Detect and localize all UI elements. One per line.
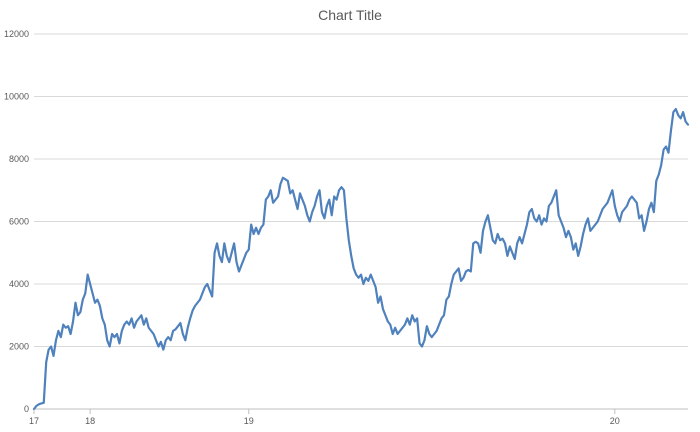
y-tick-label: 10000 (4, 92, 29, 102)
x-tick-label: 18 (85, 416, 95, 426)
y-tick-label: 2000 (9, 342, 29, 352)
y-tick-label: 4000 (9, 279, 29, 289)
y-tick-label: 0 (24, 404, 29, 414)
x-tick-label: 20 (610, 416, 620, 426)
y-tick-label: 8000 (9, 154, 29, 164)
chart-title: Chart Title (318, 7, 382, 23)
series-line (32, 107, 690, 411)
x-tick-label: 17 (29, 416, 39, 426)
y-tick-label: 6000 (9, 217, 29, 227)
x-tick-label: 19 (244, 416, 254, 426)
y-tick-label: 12000 (4, 29, 29, 39)
